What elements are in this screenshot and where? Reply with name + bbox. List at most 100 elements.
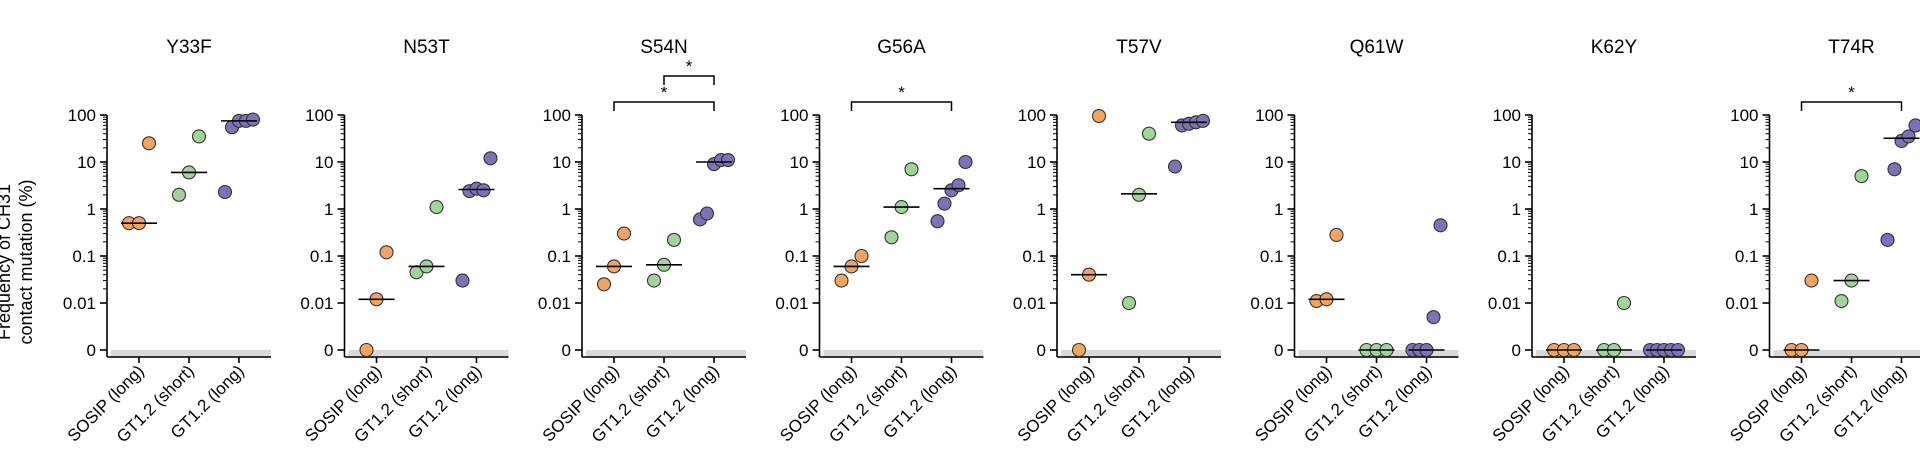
- data-point: [483, 151, 498, 166]
- data-point: [720, 153, 736, 168]
- y-tick-label: 100: [1018, 106, 1046, 125]
- y-axis-label-line1: Frequency of CH31: [0, 184, 14, 340]
- y-tick-label: 100: [543, 106, 571, 125]
- data-point: [884, 230, 899, 245]
- panel-title: S54N: [640, 37, 688, 58]
- y-tick-label: 100: [780, 106, 808, 125]
- zero-band: [1773, 350, 1920, 358]
- significance-label: *: [898, 83, 905, 102]
- data-point: [958, 154, 973, 170]
- data-point: [904, 162, 919, 177]
- data-point: [1854, 169, 1869, 184]
- y-tick-label: 0.1: [547, 247, 571, 266]
- y-tick-label: 0.1: [1260, 247, 1284, 266]
- data-point: [476, 183, 491, 198]
- y-tick-label: 10: [1265, 153, 1284, 172]
- y-tick-label: 1: [1274, 200, 1283, 219]
- y-tick-label: 0: [799, 341, 808, 360]
- data-point: [930, 214, 945, 229]
- zero-band: [348, 350, 509, 358]
- y-tick-label: 0.01: [775, 294, 808, 313]
- y-tick-label: 0.1: [310, 247, 334, 266]
- data-point: [951, 178, 966, 193]
- y-tick-label: 0.1: [785, 247, 809, 266]
- y-tick-label: 1: [562, 200, 571, 219]
- y-tick-label: 0: [87, 341, 96, 360]
- y-tick-label: 0.01: [1725, 294, 1758, 313]
- y-axis-label-line2: contact mutation (%): [16, 179, 36, 344]
- data-point: [646, 273, 662, 288]
- panel-title: Y33F: [166, 37, 211, 58]
- y-tick-label: 100: [1255, 106, 1283, 125]
- y-tick-label: 1: [87, 200, 96, 219]
- y-tick-label: 10: [315, 153, 334, 172]
- y-tick-label: 0.1: [1497, 247, 1521, 266]
- y-tick-label: 10: [790, 153, 809, 172]
- data-point: [666, 232, 682, 247]
- data-point: [1121, 295, 1137, 311]
- y-tick-label: 0.01: [1250, 294, 1283, 313]
- y-tick-label: 0.01: [1488, 294, 1521, 313]
- zero-band: [823, 350, 984, 358]
- y-tick-label: 10: [1740, 153, 1759, 172]
- y-tick-label: 100: [1493, 106, 1521, 125]
- y-tick-label: 100: [68, 106, 96, 125]
- y-tick-label: 10: [1502, 153, 1521, 172]
- significance-bracket: [850, 101, 953, 111]
- panel-title: T74R: [1828, 37, 1874, 58]
- data-point: [1131, 187, 1147, 202]
- y-tick-label: 0: [1037, 341, 1046, 360]
- data-point: [1167, 159, 1183, 174]
- data-point: [854, 248, 869, 264]
- panel-title: N53T: [403, 37, 450, 58]
- data-point: [171, 187, 187, 202]
- data-point: [1834, 294, 1849, 309]
- zero-band: [586, 350, 746, 358]
- significance-label: *: [686, 57, 693, 76]
- y-tick-label: 10: [552, 153, 571, 172]
- y-tick-label: 1: [324, 200, 333, 219]
- significance-bracket: [1800, 101, 1903, 111]
- y-tick-label: 0.1: [72, 247, 96, 266]
- y-tick-label: 1: [1512, 200, 1521, 219]
- y-tick-label: 0.01: [1013, 294, 1046, 313]
- data-point: [1426, 310, 1441, 325]
- y-tick-label: 0.1: [1735, 247, 1759, 266]
- panel-title: K62Y: [1591, 37, 1638, 58]
- data-point: [1141, 126, 1157, 141]
- data-point: [1433, 218, 1448, 233]
- data-point: [1091, 108, 1107, 124]
- data-point: [1908, 118, 1920, 133]
- y-tick-label: 0.01: [63, 294, 96, 313]
- significance-label: *: [661, 83, 668, 102]
- y-tick-label: 0: [1274, 341, 1283, 360]
- significance-label: *: [1848, 83, 1855, 102]
- y-tick-label: 0: [1512, 341, 1521, 360]
- data-point: [455, 273, 470, 288]
- data-point: [1195, 113, 1211, 128]
- y-tick-label: 10: [77, 153, 96, 172]
- y-tick-label: 100: [1730, 106, 1758, 125]
- y-tick-label: 1: [1037, 200, 1046, 219]
- data-point: [141, 136, 157, 151]
- significance-bracket: [663, 75, 715, 85]
- y-tick-label: 0: [1749, 341, 1758, 360]
- panel-title: G56A: [877, 37, 926, 58]
- data-point: [596, 277, 612, 292]
- data-point: [429, 200, 444, 215]
- data-point: [1071, 342, 1087, 358]
- data-point: [1887, 162, 1902, 177]
- data-point: [1329, 227, 1344, 243]
- data-point: [699, 206, 715, 221]
- panel-title: Q61W: [1350, 37, 1404, 58]
- y-tick-label: 100: [305, 106, 333, 125]
